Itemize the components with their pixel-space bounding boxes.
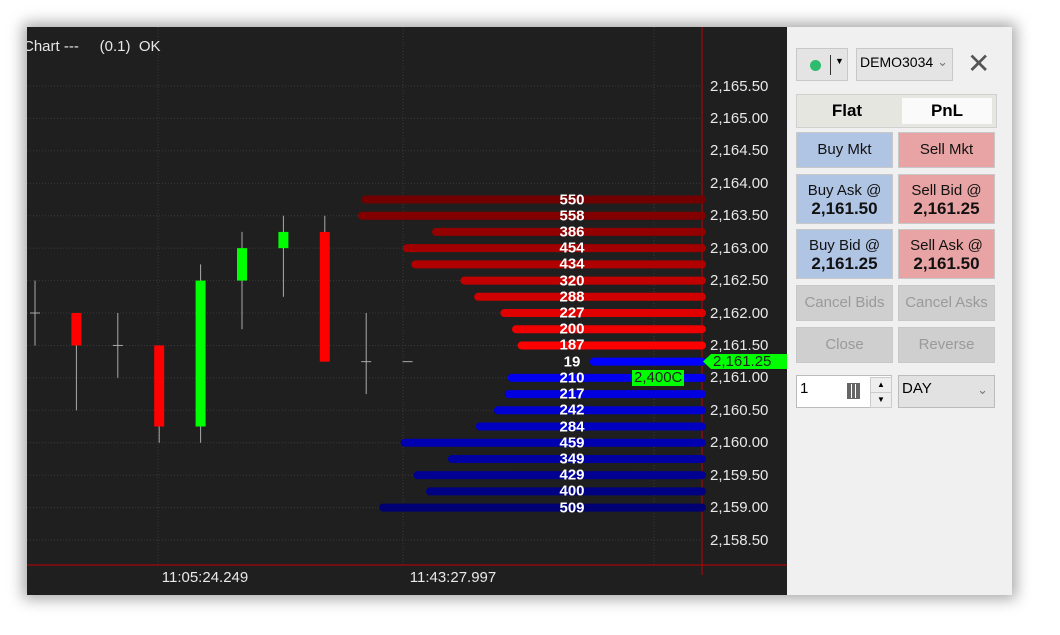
button-label: Buy Bid @ (808, 237, 881, 254)
connection-dropdown[interactable]: ▼ (796, 48, 848, 81)
tif-value: DAY (902, 380, 932, 397)
chart-status: Chart --- (0.1) OK (27, 38, 161, 55)
quantity-field[interactable]: 1 ▲ ▼ (796, 375, 892, 408)
ask-size-label: 288 (559, 288, 585, 306)
time-label: 11:05:24.249 (161, 569, 249, 586)
buy-ask-button[interactable]: Buy Ask @2,161.50 (796, 174, 893, 224)
price-axis-label: 2,161.00 (710, 369, 769, 387)
cancel-bids-button[interactable]: Cancel Bids (796, 285, 893, 321)
price-axis-label: 2,159.00 (710, 499, 769, 517)
price-axis-label: 2,164.00 (710, 174, 769, 192)
chevron-down-icon: ▼ (835, 56, 844, 66)
price-axis-label: 2,159.50 (710, 466, 769, 484)
price-axis-label: 2,163.00 (710, 239, 769, 257)
trading-window: Chart --- (0.1) OK 2,165.50 2,165.00 2,164… (27, 27, 1012, 595)
bid-size-label: 242 (559, 401, 585, 419)
reverse-button[interactable]: Reverse (898, 327, 995, 363)
close-icon[interactable]: ✕ (967, 48, 991, 79)
ask-size-label: 434 (559, 255, 585, 273)
price-axis-label: 2,162.00 (710, 304, 769, 322)
buy-bid-button[interactable]: Buy Bid @2,161.25 (796, 229, 893, 279)
connection-status-icon (810, 60, 821, 71)
candle-body (154, 345, 165, 427)
ask-size-label: 386 (559, 223, 585, 241)
price-axis-label: 2,161.50 (710, 336, 769, 354)
price-axis-label: 2,160.00 (710, 434, 769, 452)
last-price-marker: 2,161.25 (703, 354, 787, 369)
chart-canvas (27, 27, 787, 575)
position-bar: Flat PnL (796, 94, 997, 128)
price-axis-label: 2,162.50 (710, 272, 769, 290)
sell-market-button[interactable]: Sell Mkt (898, 132, 995, 168)
chevron-down-icon: ⌄ (977, 382, 988, 397)
button-price: 2,161.25 (913, 199, 980, 218)
price-axis-label: 2,163.50 (710, 207, 769, 225)
price-axis-label: 2,165.50 (710, 77, 769, 95)
sell-bid-button[interactable]: Sell Bid @2,161.25 (898, 174, 995, 224)
ask-size-label: 200 (559, 320, 585, 338)
bid-size-label: 284 (559, 418, 585, 435)
pnl-display: PnL (902, 98, 992, 124)
price-axis-label: 2,165.00 (710, 109, 769, 127)
candle-body (71, 313, 82, 346)
last-price: 2,161.25 (713, 353, 772, 370)
account-select[interactable]: DEMO3034 ⌄ (856, 48, 953, 81)
candle-body (237, 248, 247, 281)
ask-size-label: 320 (559, 272, 585, 290)
ask-size-label: 550 (559, 191, 585, 208)
candle-body (278, 231, 289, 249)
quantity-down-button[interactable]: ▼ (870, 392, 892, 408)
bid-size-label: 210 (559, 369, 585, 387)
price-axis-label: 2,158.50 (710, 531, 769, 549)
bid-size-label: 19 (563, 353, 581, 371)
ask-size-label: 454 (559, 239, 585, 257)
account-name: DEMO3034 (860, 54, 934, 70)
chevron-down-icon: ⌄ (937, 54, 948, 69)
button-price: 2,161.50 (811, 199, 878, 218)
buy-market-button[interactable]: Buy Mkt (796, 132, 893, 168)
position-status: Flat (831, 101, 863, 120)
close-position-button[interactable]: Close (796, 327, 893, 363)
bid-size-label: 459 (559, 434, 585, 452)
button-label: Sell Bid @ (911, 182, 982, 199)
time-in-force-select[interactable]: DAY ⌄ (898, 375, 995, 408)
price-axis-label: 2,160.50 (710, 401, 769, 419)
bid-size-label: 400 (559, 482, 585, 500)
calculator-icon[interactable] (847, 383, 860, 399)
ask-size-label: 558 (559, 207, 585, 225)
button-label: Sell Ask @ (910, 237, 983, 254)
ask-size-label: 187 (559, 336, 585, 354)
divider (830, 55, 831, 75)
candle-body (319, 231, 330, 362)
button-price: 2,161.50 (913, 254, 980, 273)
quantity-value: 1 (800, 380, 809, 397)
candle-body (195, 280, 206, 427)
price-chart[interactable]: Chart --- (0.1) OK 2,165.50 2,165.00 2,164… (27, 27, 787, 595)
button-price: 2,161.25 (811, 254, 878, 273)
ask-size-label: 227 (559, 304, 585, 322)
bid-size-label: 509 (559, 499, 585, 517)
cancel-asks-button[interactable]: Cancel Asks (898, 285, 995, 321)
price-axis-label: 2,164.50 (710, 142, 769, 160)
bid-size-label: 349 (559, 450, 585, 468)
bid-size-label: 429 (559, 466, 585, 484)
button-label: Buy Ask @ (807, 182, 882, 199)
sell-ask-button[interactable]: Sell Ask @2,161.50 (898, 229, 995, 279)
last-volume-badge: 2,400C (632, 369, 685, 386)
bid-size-label: 217 (559, 385, 585, 403)
quantity-up-button[interactable]: ▲ (870, 377, 892, 393)
order-panel: ▼ DEMO3034 ⌄ ✕ Flat PnL Buy Mkt Sell Mkt… (787, 27, 1012, 595)
time-label: 11:43:27.997 (409, 569, 497, 586)
